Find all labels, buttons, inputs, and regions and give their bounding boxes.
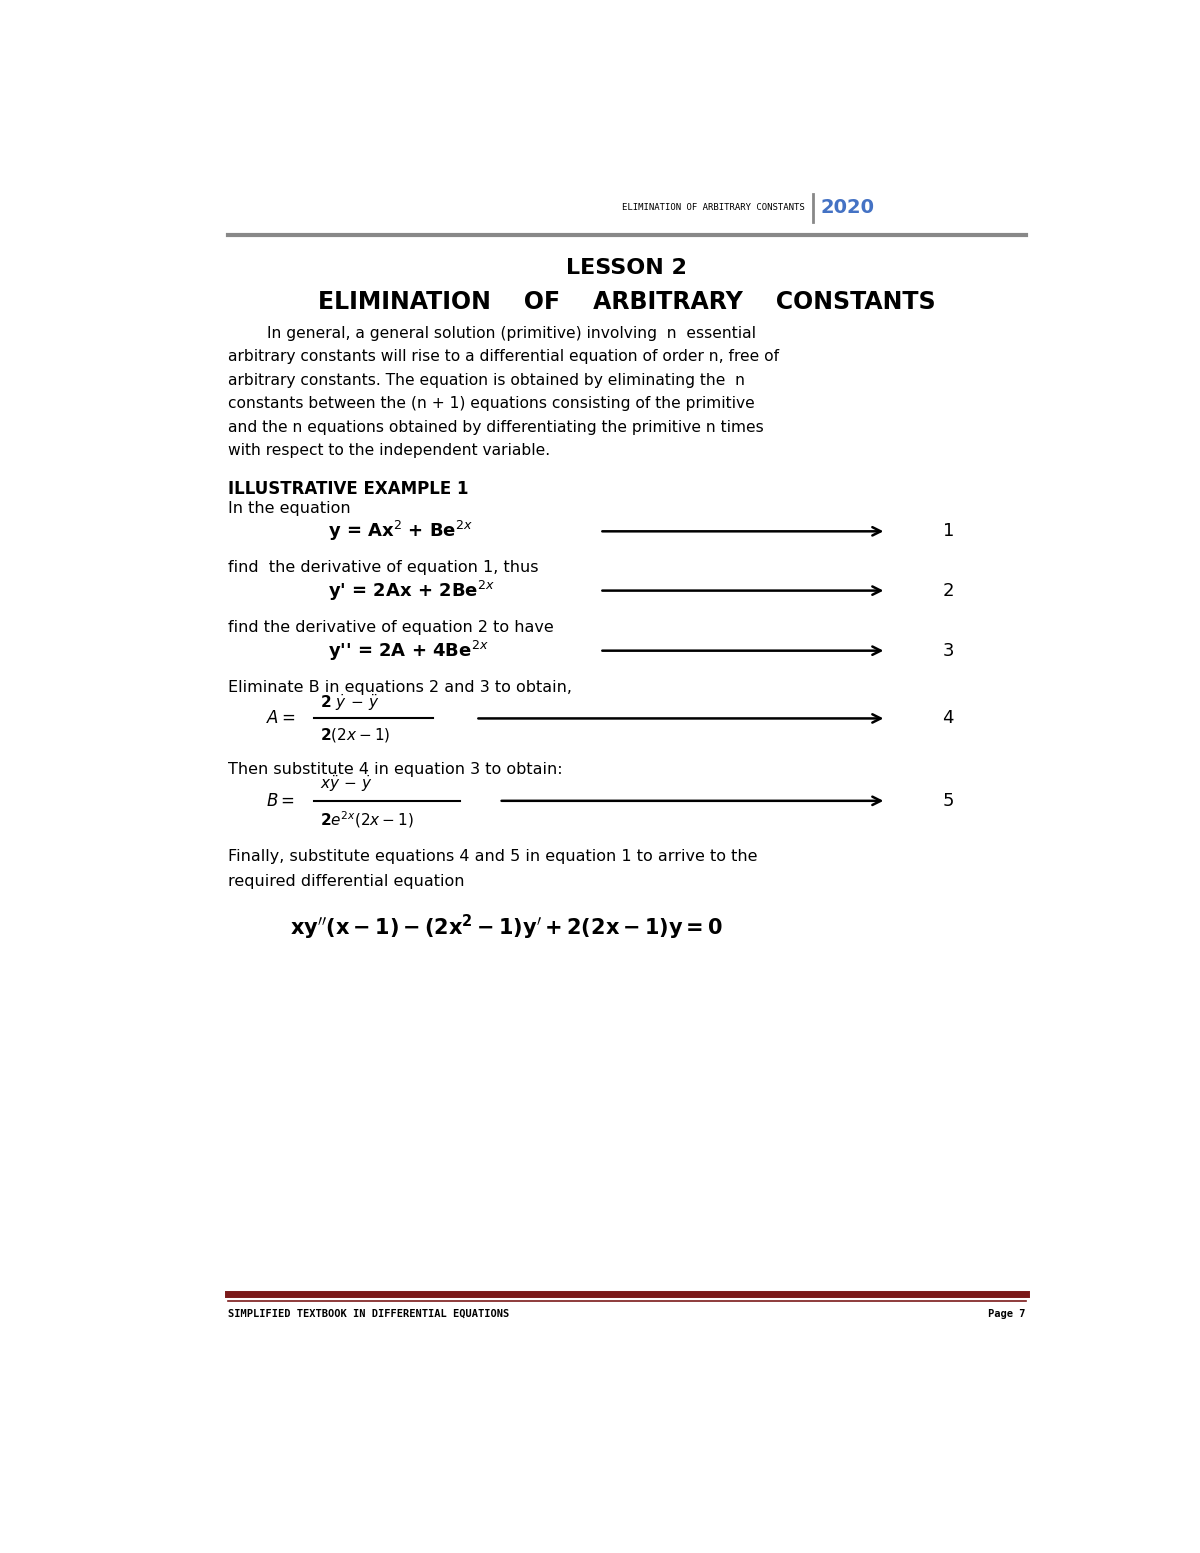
Text: 3: 3 <box>942 641 954 660</box>
Text: 2$\left(2x-1\right)$: 2$\left(2x-1\right)$ <box>320 727 391 744</box>
Text: ELIMINATION OF ARBITRARY CONSTANTS: ELIMINATION OF ARBITRARY CONSTANTS <box>622 203 805 213</box>
Text: $A=$: $A=$ <box>266 710 296 727</box>
Text: Finally, substitute equations 4 and 5 in equation 1 to arrive to the: Finally, substitute equations 4 and 5 in… <box>228 849 757 865</box>
Text: In the equation: In the equation <box>228 502 350 516</box>
Text: y' = 2Ax + 2Be$^{2x}$: y' = 2Ax + 2Be$^{2x}$ <box>329 579 496 603</box>
Text: ILLUSTRATIVE EXAMPLE 1: ILLUSTRATIVE EXAMPLE 1 <box>228 480 468 497</box>
Text: required differential equation: required differential equation <box>228 874 464 888</box>
Text: y'' = 2A + 4Be$^{2x}$: y'' = 2A + 4Be$^{2x}$ <box>329 638 488 663</box>
Text: find the derivative of equation 2 to have: find the derivative of equation 2 to hav… <box>228 620 553 635</box>
Text: Then substitute 4 in equation 3 to obtain:: Then substitute 4 in equation 3 to obtai… <box>228 761 562 776</box>
Text: 4: 4 <box>942 710 954 727</box>
Text: constants between the (n + 1) equations consisting of the primitive: constants between the (n + 1) equations … <box>228 396 755 412</box>
Text: 2: 2 <box>942 582 954 599</box>
Text: with respect to the independent variable.: with respect to the independent variable… <box>228 443 550 458</box>
Text: Page 7: Page 7 <box>989 1309 1026 1318</box>
Text: 2020: 2020 <box>821 199 875 217</box>
Text: and the n equations obtained by differentiating the primitive n times: and the n equations obtained by differen… <box>228 419 763 435</box>
Text: ELIMINATION    OF    ARBITRARY    CONSTANTS: ELIMINATION OF ARBITRARY CONSTANTS <box>318 290 936 314</box>
Text: 2$e^{2x}$$\left(2x-1\right)$: 2$e^{2x}$$\left(2x-1\right)$ <box>320 809 414 829</box>
Text: find  the derivative of equation 1, thus: find the derivative of equation 1, thus <box>228 559 538 575</box>
Text: 5: 5 <box>942 792 954 809</box>
Text: $B=$: $B=$ <box>266 792 295 809</box>
Text: y = Ax$^2$ + Be$^{2x}$: y = Ax$^2$ + Be$^{2x}$ <box>329 519 473 544</box>
Text: arbitrary constants. The equation is obtained by eliminating the  n: arbitrary constants. The equation is obt… <box>228 373 744 388</box>
Text: 1: 1 <box>942 522 954 540</box>
Text: 2 $\dot{y}$ $-$ $\ddot{y}$: 2 $\dot{y}$ $-$ $\ddot{y}$ <box>320 693 380 713</box>
Text: Eliminate B in equations 2 and 3 to obtain,: Eliminate B in equations 2 and 3 to obta… <box>228 680 571 694</box>
Text: LESSON 2: LESSON 2 <box>566 258 688 278</box>
Text: In general, a general solution (primitive) involving  n  essential: In general, a general solution (primitiv… <box>228 326 756 340</box>
Text: arbitrary constants will rise to a differential equation of order n, free of: arbitrary constants will rise to a diffe… <box>228 349 779 365</box>
Text: $\mathbf{xy'' (x - 1) - (2x^2 - 1)y' + 2(2x - 1)y = 0}$: $\mathbf{xy'' (x - 1) - (2x^2 - 1)y' + 2… <box>289 913 722 941</box>
Text: SIMPLIFIED TEXTBOOK IN DIFFERENTIAL EQUATIONS: SIMPLIFIED TEXTBOOK IN DIFFERENTIAL EQUA… <box>228 1309 509 1318</box>
Text: $x\ddot{y}$ $-$ $\dot{y}$: $x\ddot{y}$ $-$ $\dot{y}$ <box>320 773 373 794</box>
